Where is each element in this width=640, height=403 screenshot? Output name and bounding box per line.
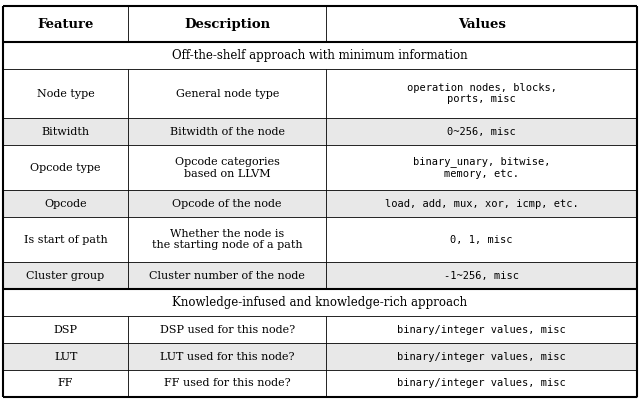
Text: DSP used for this node?: DSP used for this node?: [159, 324, 295, 334]
Text: -1~256, misc: -1~256, misc: [444, 271, 519, 280]
Bar: [3, 262, 637, 289]
Text: Knowledge-infused and knowledge-rich approach: Knowledge-infused and knowledge-rich app…: [172, 296, 468, 309]
Text: 0, 1, misc: 0, 1, misc: [451, 235, 513, 245]
Bar: [3, 343, 637, 370]
Text: Cluster number of the node: Cluster number of the node: [149, 271, 305, 280]
Bar: [3, 289, 637, 316]
Text: Off-the-shelf approach with minimum information: Off-the-shelf approach with minimum info…: [172, 49, 468, 62]
Bar: [3, 69, 637, 118]
Bar: [3, 42, 637, 69]
Bar: [3, 217, 637, 262]
Bar: [3, 370, 637, 397]
Text: LUT used for this node?: LUT used for this node?: [160, 351, 294, 361]
Text: Bitwidth: Bitwidth: [42, 127, 90, 137]
Text: load, add, mux, xor, icmp, etc.: load, add, mux, xor, icmp, etc.: [385, 199, 579, 209]
Text: Values: Values: [458, 17, 506, 31]
Text: 0~256, misc: 0~256, misc: [447, 127, 516, 137]
Text: Is start of path: Is start of path: [24, 235, 108, 245]
Text: LUT: LUT: [54, 351, 77, 361]
Text: Node type: Node type: [36, 89, 95, 99]
Text: Whether the node is
the starting node of a path: Whether the node is the starting node of…: [152, 229, 303, 251]
Text: FF: FF: [58, 378, 74, 388]
Text: Description: Description: [184, 17, 270, 31]
Text: Opcode categories
based on LLVM: Opcode categories based on LLVM: [175, 157, 280, 179]
Text: binary/integer values, misc: binary/integer values, misc: [397, 378, 566, 388]
Text: Cluster group: Cluster group: [26, 271, 105, 280]
Bar: [3, 145, 637, 190]
Bar: [3, 6, 637, 42]
Bar: [3, 118, 637, 145]
Text: Bitwidth of the node: Bitwidth of the node: [170, 127, 285, 137]
Text: Opcode of the node: Opcode of the node: [172, 199, 282, 209]
Text: Opcode type: Opcode type: [30, 163, 101, 173]
Bar: [3, 190, 637, 217]
Text: binary/integer values, misc: binary/integer values, misc: [397, 324, 566, 334]
Text: General node type: General node type: [175, 89, 279, 99]
Bar: [3, 316, 637, 343]
Text: binary/integer values, misc: binary/integer values, misc: [397, 351, 566, 361]
Text: Feature: Feature: [37, 17, 94, 31]
Text: operation nodes, blocks,
ports, misc: operation nodes, blocks, ports, misc: [406, 83, 557, 104]
Text: Opcode: Opcode: [44, 199, 87, 209]
Text: DSP: DSP: [54, 324, 77, 334]
Text: binary_unary, bitwise,
memory, etc.: binary_unary, bitwise, memory, etc.: [413, 156, 550, 179]
Text: FF used for this node?: FF used for this node?: [164, 378, 291, 388]
